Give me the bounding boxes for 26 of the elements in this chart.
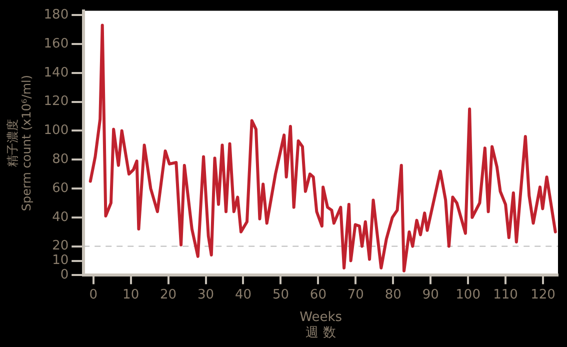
y-tick-label: 140 xyxy=(44,65,69,80)
y-tick-label: 180 xyxy=(44,8,69,23)
x-tick-label: 10 xyxy=(122,287,140,302)
y-tick-label: 120 xyxy=(44,94,69,110)
y-tick-label: 40 xyxy=(52,210,69,225)
x-tick-label: 60 xyxy=(310,287,326,302)
x-tick-label: 50 xyxy=(272,287,289,302)
y-axis-title: 精子濃度 Sperm count (x10⁶/ml) xyxy=(5,74,34,212)
x-tick-label: 120 xyxy=(530,287,556,302)
x-axis-title: Weeks 週 数 xyxy=(300,310,342,341)
x-tick-label: 110 xyxy=(493,287,518,302)
x-tick-label: 30 xyxy=(197,287,214,302)
y-tick-label: 10 xyxy=(52,253,69,268)
x-tick-label: 40 xyxy=(234,287,252,302)
x-tick-label: 70 xyxy=(347,287,364,302)
x-tick-label: 0 xyxy=(89,287,98,302)
y-tick-label: 20 xyxy=(52,238,69,254)
x-tick-label: 100 xyxy=(456,287,480,302)
y-tick-label: 0 xyxy=(60,268,69,283)
x-tick-label: 90 xyxy=(422,287,439,302)
x-tick-label: 20 xyxy=(160,287,177,302)
y-tick-label: 100 xyxy=(44,123,69,138)
y-tick-label: 60 xyxy=(52,180,69,196)
y-tick-label: 160 xyxy=(44,36,69,52)
x-tick-label: 80 xyxy=(384,287,402,302)
y-tick-label: 80 xyxy=(52,152,69,167)
